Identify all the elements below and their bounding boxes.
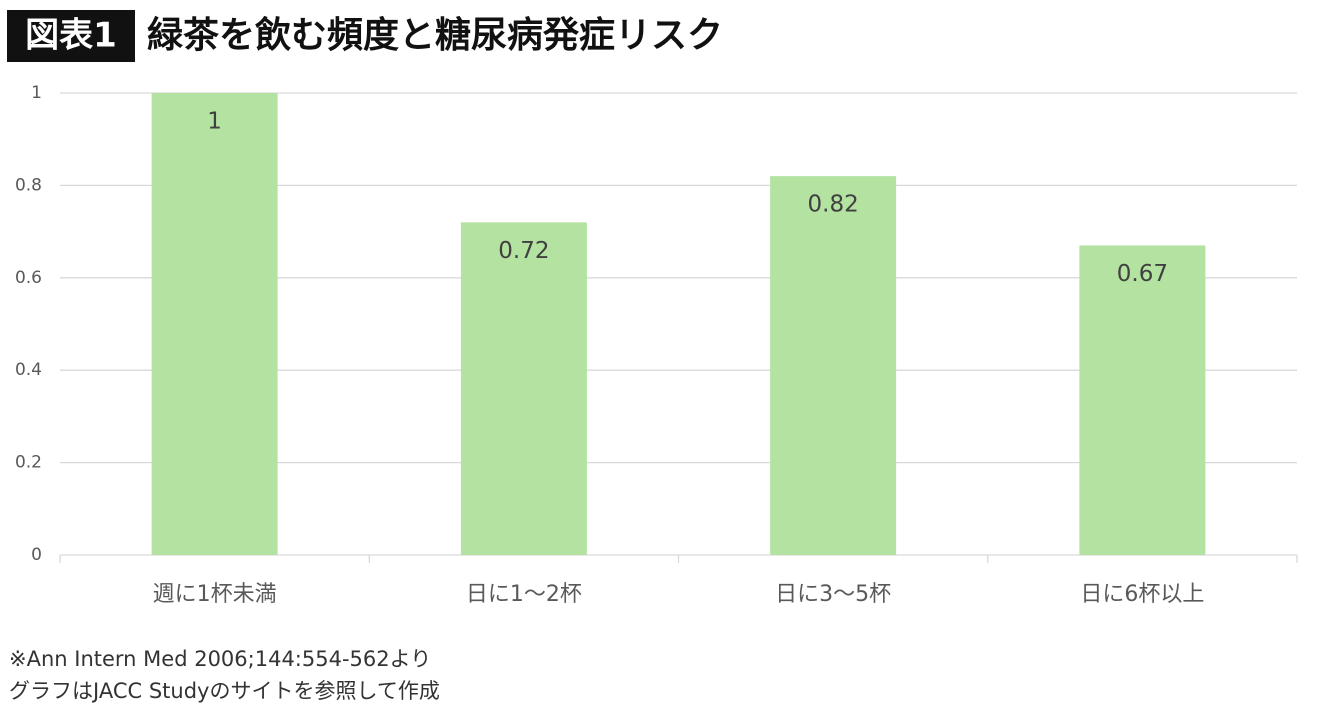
data-label: 1 — [207, 109, 222, 135]
x-tick-label: 日に6杯以上 — [1080, 582, 1204, 607]
y-tick-label: 0.6 — [15, 268, 42, 288]
bar — [770, 176, 897, 555]
data-label: 0.67 — [1117, 261, 1168, 287]
y-tick-label: 0 — [31, 545, 42, 565]
y-tick-label: 1 — [31, 83, 42, 103]
y-tick-label: 0.2 — [15, 453, 42, 473]
x-tick-label: 日に3〜5杯 — [775, 582, 891, 607]
footnote: ※Ann Intern Med 2006;144:554-562より — [9, 647, 431, 671]
y-tick-label: 0.4 — [15, 360, 42, 380]
data-label: 0.82 — [808, 192, 859, 218]
x-tick-label: 週に1杯未満 — [153, 582, 277, 607]
bar — [460, 222, 587, 556]
chart-title: 緑茶を飲む頻度と糖尿病発症リスク — [147, 15, 723, 56]
figure-label: 図表1 — [25, 16, 117, 56]
label-badge — [7, 10, 135, 62]
y-tick-label: 0.8 — [15, 175, 42, 195]
data-label: 0.72 — [498, 238, 549, 264]
footnote: グラフはJACC Studyのサイトを参照して作成 — [9, 679, 440, 703]
bar — [1079, 245, 1206, 555]
bar — [151, 93, 278, 555]
x-tick-label: 日に1〜2杯 — [466, 582, 582, 607]
